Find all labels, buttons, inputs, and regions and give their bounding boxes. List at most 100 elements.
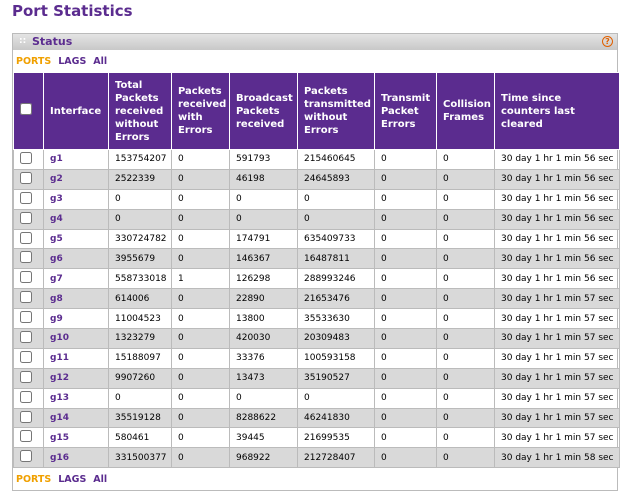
stat-cell: 0 (436, 168, 495, 190)
row-checkbox[interactable] (20, 370, 32, 383)
row-checkbox[interactable] (20, 390, 32, 403)
row-checkbox[interactable] (20, 291, 32, 304)
stat-cell: 420030 (229, 328, 298, 349)
table-row: g7 558733018 1 126298 288993246 0 0 30 day 1 hr… (13, 268, 620, 290)
stat-cell: 30 day 1 hr 1 min 57 sec (494, 288, 620, 310)
tab[interactable]: LAGS (58, 56, 87, 67)
stat-cell: 0 (374, 188, 437, 210)
stat-cell: 46198 (229, 168, 298, 190)
panel-title: Status (32, 35, 73, 48)
stat-cell: 33376 (229, 347, 298, 369)
stat-cell: 30 day 1 hr 1 min 57 sec (494, 387, 620, 409)
stat-cell: 13473 (229, 367, 298, 389)
select-all[interactable] (20, 103, 32, 115)
column-header: Time since counters last cleared (494, 72, 620, 150)
row-checkbox[interactable] (20, 191, 32, 204)
interface-cell: g3 (43, 188, 109, 210)
interface-cell: g6 (43, 248, 109, 270)
stat-cell: 0 (436, 407, 495, 429)
stat-cell: 591793 (229, 149, 298, 170)
stat-cell: 2522339 (108, 168, 172, 190)
select-cell (13, 188, 44, 210)
stat-cell: 0 (108, 387, 172, 409)
select-cell (13, 228, 44, 250)
stat-cell: 0 (171, 387, 230, 409)
column-header: Total Packets received without Errors (108, 72, 172, 150)
stat-cell: 331500377 (108, 447, 172, 469)
stat-cell: 0 (374, 228, 437, 250)
stat-cell: 0 (171, 228, 230, 250)
table-row: g13 0 0 0 0 0 0 30 day 1 hr 1 min 57 sec (13, 387, 620, 409)
stat-cell: 0 (171, 347, 230, 369)
stat-cell: 0 (374, 149, 437, 170)
stat-cell: 0 (374, 288, 437, 310)
stat-cell: 30 day 1 hr 1 min 56 sec (494, 168, 620, 190)
stat-cell: 21653476 (297, 288, 375, 310)
stat-cell: 0 (171, 308, 230, 330)
grip: :: (19, 36, 27, 46)
stat-cell: 0 (229, 188, 298, 210)
stat-cell: 0 (436, 447, 495, 469)
stat-cell: 16487811 (297, 248, 375, 270)
stat-cell: 0 (436, 248, 495, 270)
stat-cell: 968922 (229, 447, 298, 469)
status-panel: :: Status ? PORTS LAGS All Interface Total … (12, 33, 620, 491)
select-cell (13, 149, 44, 170)
stat-cell: 21699535 (297, 427, 375, 449)
select-cell (13, 447, 44, 469)
stat-cell: 0 (374, 407, 437, 429)
interface-cell: g12 (43, 367, 109, 389)
row-checkbox[interactable] (20, 311, 32, 324)
help-icon[interactable]: ? (602, 36, 613, 47)
tabs: PORTS LAGS All (13, 50, 617, 72)
select-cell (13, 268, 44, 290)
table-body: g1 153754207 0 591793 215460645 0 0 30 day 1 hr… (13, 149, 620, 469)
stat-cell: 580461 (108, 427, 172, 449)
row-checkbox[interactable] (20, 171, 32, 184)
row-checkbox[interactable] (20, 151, 32, 164)
tab[interactable]: All (93, 56, 108, 67)
tab[interactable]: LAGS (58, 474, 87, 486)
stat-cell: 0 (436, 387, 495, 409)
panel-bar: :: Status ? (13, 34, 617, 50)
table-row: g8 614006 0 22890 21653476 0 0 30 day 1 hr 1 mi… (13, 288, 620, 310)
tab[interactable]: PORTS (16, 474, 52, 486)
stat-cell: 215460645 (297, 149, 375, 170)
stat-cell: 0 (436, 208, 495, 230)
select-cell (13, 208, 44, 230)
stat-cell: 0 (171, 168, 230, 190)
stat-cell: 212728407 (297, 447, 375, 469)
stat-cell: 0 (171, 208, 230, 230)
stat-cell: 0 (374, 328, 437, 349)
row-checkbox[interactable] (20, 330, 32, 343)
row-checkbox[interactable] (20, 231, 32, 244)
stat-cell: 1 (171, 268, 230, 290)
tab[interactable]: PORTS (16, 56, 52, 67)
select-cell (13, 427, 44, 449)
column-header: Packets received with Errors (171, 72, 230, 150)
row-checkbox[interactable] (20, 211, 32, 224)
table-row: g5 330724782 0 174791 635409733 0 0 30 day 1 hr… (13, 228, 620, 250)
stat-cell: 0 (171, 447, 230, 469)
table-row: g1 153754207 0 591793 215460645 0 0 30 day 1 hr… (13, 149, 620, 170)
row-checkbox[interactable] (20, 450, 32, 463)
stat-cell: 0 (171, 407, 230, 429)
row-checkbox[interactable] (20, 271, 32, 284)
select-cell (13, 407, 44, 429)
row-checkbox[interactable] (20, 430, 32, 443)
stat-cell: 126298 (229, 268, 298, 290)
stat-cell: 0 (108, 208, 172, 230)
stat-cell: 614006 (108, 288, 172, 310)
table-row: g10 1323279 0 420030 20309483 0 0 30 day 1 hr 1… (13, 328, 620, 349)
select-cell (13, 288, 44, 310)
stat-cell: 0 (436, 367, 495, 389)
row-checkbox[interactable] (20, 350, 32, 363)
row-checkbox[interactable] (20, 251, 32, 264)
tab[interactable]: All (93, 474, 108, 486)
table-row: g4 0 0 0 0 0 0 30 day 1 hr 1 min 56 sec (13, 208, 620, 230)
stat-cell: 8288622 (229, 407, 298, 429)
stat-cell: 635409733 (297, 228, 375, 250)
row-checkbox[interactable] (20, 410, 32, 423)
interface-cell: g16 (43, 447, 109, 469)
table-row: g11 15188097 0 33376 100593158 0 0 30 day 1 hr … (13, 347, 620, 369)
